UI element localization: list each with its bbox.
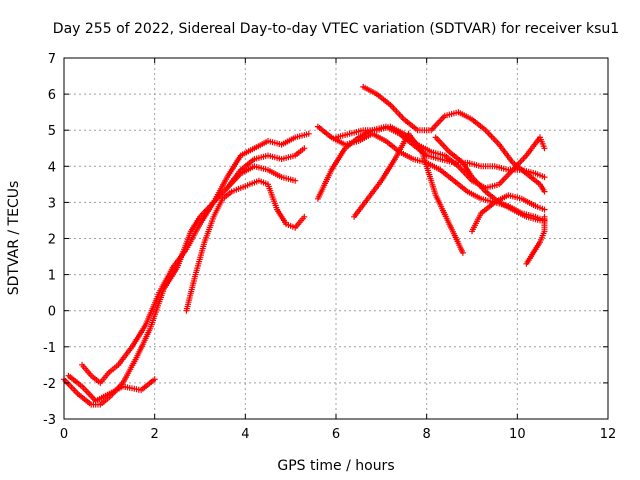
x-tick-label: 6: [332, 427, 340, 442]
y-tick-label: -2: [43, 377, 56, 392]
series-track-9: [360, 83, 548, 195]
series-track-1: [61, 163, 299, 408]
y-tick-label: 4: [48, 160, 56, 175]
y-tick-label: -3: [43, 413, 56, 428]
series-track-13: [523, 213, 548, 267]
x-tick-label: 12: [600, 427, 617, 442]
series-track-5: [224, 145, 308, 191]
x-tick-label: 2: [151, 427, 159, 442]
x-tick-label: 8: [423, 427, 431, 442]
x-axis-ticks: 0 2 4 6 8 10 12: [60, 58, 616, 442]
series-markers: [224, 145, 308, 191]
series-markers: [79, 130, 312, 386]
series-markers: [360, 83, 548, 195]
series-track-4: [183, 177, 308, 314]
series-track-3: [79, 130, 312, 386]
y-tick-label: 6: [48, 88, 56, 103]
y-tick-label: 3: [48, 196, 56, 211]
series-markers: [523, 213, 548, 267]
grid: [64, 58, 608, 419]
chart-title: Day 255 of 2022, Sidereal Day-to-day VTE…: [53, 21, 619, 37]
x-tick-label: 0: [60, 427, 68, 442]
x-tick-label: 10: [509, 427, 526, 442]
y-tick-label: 0: [48, 305, 56, 320]
y-tick-label: 2: [48, 233, 56, 248]
x-tick-label: 4: [241, 427, 249, 442]
y-tick-label: 7: [48, 52, 56, 67]
series-markers: [183, 177, 308, 314]
data-series: [61, 83, 548, 408]
y-tick-label: 5: [48, 124, 56, 139]
x-axis-label: GPS time / hours: [277, 458, 394, 474]
series-markers: [65, 372, 158, 404]
series-track-12: [469, 192, 548, 235]
series-track-10: [351, 130, 466, 256]
series-markers: [351, 130, 466, 256]
y-tick-label: -1: [43, 341, 56, 356]
series-track-2: [65, 372, 158, 404]
y-tick-label: 1: [48, 269, 56, 284]
y-axis-label: SDTVAR / TECUs: [6, 181, 22, 296]
series-markers: [61, 163, 299, 408]
y-axis-ticks: -3 -2 -1 0 1 2 3 4 5 6 7: [43, 52, 608, 428]
series-markers: [469, 192, 548, 235]
